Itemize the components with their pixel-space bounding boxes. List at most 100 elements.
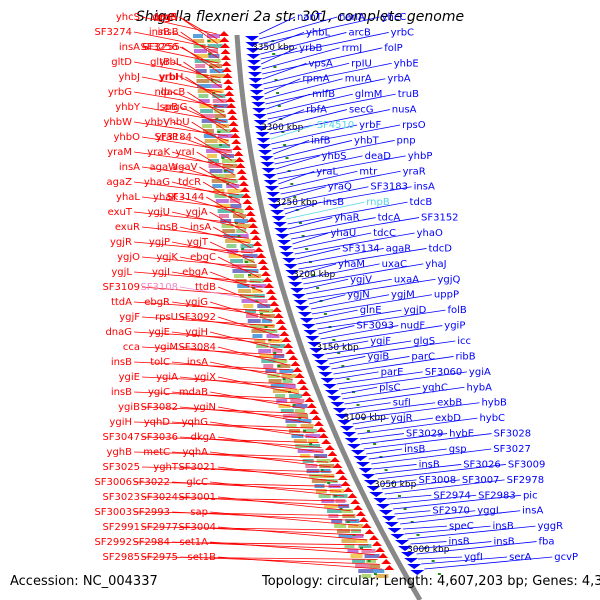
gene-label[interactable]: yrbI (159, 72, 178, 83)
gene-label[interactable]: pnp (397, 135, 416, 146)
gene-label[interactable]: ygjE (149, 327, 170, 338)
gene-label[interactable]: insB (157, 27, 178, 38)
gene-label[interactable]: SF3060 (425, 367, 463, 378)
gene-label[interactable]: yhbT (354, 135, 380, 146)
gene-label[interactable]: SF2993 (132, 507, 170, 518)
gene-label[interactable]: insB (149, 27, 170, 38)
gene-label[interactable]: SF4510 (317, 120, 355, 131)
gene-label[interactable]: agaW (150, 162, 179, 173)
gene-label[interactable]: nanT (297, 12, 323, 23)
gene-label[interactable]: SF2974 (433, 490, 471, 501)
gene-label[interactable]: SF3024 (140, 492, 178, 503)
gene-label[interactable]: ygjD (404, 305, 427, 316)
gene-label[interactable]: nanA (339, 12, 365, 23)
gene-label[interactable]: exbD (435, 413, 461, 424)
gene-label[interactable]: yrbB (299, 43, 322, 54)
gene-label[interactable]: yrbF (359, 120, 381, 131)
gene-label[interactable]: tolC (150, 357, 170, 368)
gene-label[interactable]: insB (323, 197, 344, 208)
gene-label[interactable]: SF3092 (178, 312, 216, 323)
gene-label[interactable]: SF3008 (419, 475, 457, 486)
gene-label[interactable]: ebgC (190, 252, 216, 263)
gene-label[interactable]: gltD (111, 57, 132, 68)
gene-label[interactable]: SF3255 (142, 42, 180, 53)
gene-label[interactable]: set1B (187, 552, 216, 563)
gene-label[interactable]: ygjF (119, 312, 140, 323)
gene-label[interactable]: SF3023 (102, 492, 140, 503)
gene-label[interactable]: SF3009 (508, 459, 546, 470)
gene-label[interactable]: yhaM (338, 259, 365, 270)
gene-label[interactable]: mdaB (179, 387, 208, 398)
gene-label[interactable]: yqhC (422, 382, 448, 393)
gene-label[interactable]: rpsO (402, 120, 426, 131)
gene-label[interactable]: infB (311, 135, 331, 146)
gene-label[interactable]: ygiB (367, 351, 389, 362)
gene-label[interactable]: yhbP (408, 151, 433, 162)
gene-label[interactable]: SF3047 (102, 432, 140, 443)
gene-label[interactable]: metC (143, 447, 170, 458)
gene-label[interactable]: yraL (316, 166, 338, 177)
gene-label[interactable]: SF3093 (356, 321, 394, 332)
gene-label[interactable]: SF3184 (154, 132, 192, 143)
gene-label[interactable]: yhcS (116, 12, 140, 23)
gene-label[interactable]: ygjO (117, 252, 140, 263)
gene-label[interactable]: ygjR (391, 413, 413, 424)
gene-label[interactable]: SF2985 (102, 552, 140, 563)
gene-label[interactable]: SF3134 (342, 243, 380, 254)
gene-label[interactable]: glcC (186, 477, 208, 488)
gene-label[interactable]: dkgA (191, 432, 216, 443)
gene-label[interactable]: fba (539, 537, 555, 548)
gene-label[interactable]: yrbL (159, 57, 181, 68)
gene-label[interactable]: ygiN (193, 402, 216, 413)
gene-label[interactable]: arcB (348, 27, 371, 38)
gene-label[interactable]: serA (509, 552, 531, 563)
gene-label[interactable]: hybE (449, 429, 474, 440)
gene-label[interactable]: SF3021 (178, 462, 216, 473)
gene-label[interactable]: ygjT (187, 237, 209, 248)
gene-label[interactable]: sufI (393, 398, 411, 409)
gene-label[interactable]: SF3144 (167, 192, 205, 203)
gene-label[interactable]: yhbO (114, 132, 141, 143)
gene-label[interactable]: ygjR (110, 237, 132, 248)
gene-label[interactable]: glmM (355, 89, 383, 100)
gene-label[interactable]: uxaC (382, 259, 407, 270)
gene-label[interactable]: mtr (359, 166, 378, 177)
gene-label[interactable]: nlp (155, 87, 170, 98)
gene-label[interactable]: murA (345, 74, 372, 85)
gene-label[interactable]: rpIU (351, 58, 372, 69)
gene-label[interactable]: yhcC (382, 12, 407, 23)
gene-label[interactable]: tdcC (373, 228, 396, 239)
gene-label[interactable]: parC (411, 351, 435, 362)
gene-label[interactable]: gsp (449, 444, 467, 455)
gene-label[interactable]: argR (154, 12, 177, 23)
gene-label[interactable]: rpmA (302, 74, 329, 85)
gene-label[interactable]: ygiB (118, 402, 140, 413)
gene-label[interactable]: ygiX (194, 372, 216, 383)
gene-label[interactable]: icc (457, 336, 471, 347)
gene-label[interactable]: ygjK (156, 252, 178, 263)
gene-label[interactable]: ygjM (391, 290, 415, 301)
gene-label[interactable]: yhbS (322, 151, 347, 162)
gene-label[interactable]: insB (111, 357, 132, 368)
gene-label[interactable]: folB (447, 305, 466, 316)
gene-label[interactable]: dacB (160, 87, 185, 98)
gene-label[interactable]: glnE (360, 305, 382, 316)
gene-label[interactable]: yraR (403, 166, 426, 177)
gene-label[interactable]: ygjU (148, 207, 170, 218)
gene-label[interactable]: SF2970 (432, 506, 470, 517)
gene-label[interactable]: plsC (379, 382, 400, 393)
gene-label[interactable]: insB (404, 444, 425, 455)
gene-label[interactable]: speC (449, 521, 474, 532)
gene-label[interactable]: ygjH (185, 327, 208, 338)
gene-label[interactable]: gcvP (554, 552, 578, 563)
gene-label[interactable]: SF3004 (178, 522, 216, 533)
gene-label[interactable]: yhbE (394, 58, 419, 69)
gene-label[interactable]: yhaO (417, 228, 443, 239)
gene-label[interactable]: ygiE (119, 372, 140, 383)
gene-label[interactable]: yraM (107, 147, 132, 158)
gene-label[interactable]: rpsU (155, 312, 178, 323)
gene-label[interactable]: ribB (456, 351, 476, 362)
gene-label[interactable]: ygjQ (438, 274, 461, 285)
gene-label[interactable]: ttdA (111, 297, 132, 308)
gene-label[interactable]: yraP (156, 132, 178, 143)
